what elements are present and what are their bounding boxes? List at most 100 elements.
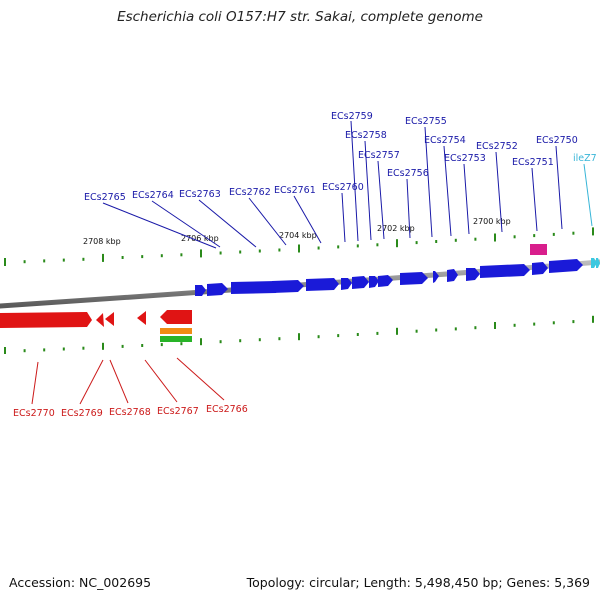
scale-tick-minor (317, 246, 320, 250)
gene-label[interactable]: ECs2764 (132, 190, 174, 201)
gene-arrow-forward[interactable] (400, 272, 428, 285)
scale-tick-minor (356, 244, 359, 248)
gene-label[interactable]: ECs2765 (84, 192, 126, 203)
scale-label: 2704 kbp (279, 231, 317, 240)
gene-label[interactable]: ECs2757 (358, 150, 400, 161)
gene-label[interactable]: ECs2759 (331, 111, 373, 122)
scale-label: 2702 kbp (377, 224, 415, 233)
gene-arrow-forward[interactable] (231, 281, 280, 294)
gene-arrow-forward[interactable] (532, 262, 548, 275)
scale-tick-minor (376, 331, 379, 335)
scale-tick-minor (415, 241, 418, 245)
gene-arrow-forward[interactable] (433, 271, 439, 283)
scale-tick-minor (454, 238, 457, 242)
leader-line (555, 145, 563, 230)
gene-label[interactable]: ileZ7 (573, 153, 597, 164)
gene-label[interactable]: ECs2770 (13, 408, 55, 419)
scale-tick-minor (82, 257, 85, 261)
gene-label[interactable]: ECs2762 (229, 187, 271, 198)
leader-line (102, 202, 217, 249)
scale-tick-major (298, 244, 300, 253)
leader-line (176, 357, 225, 401)
scale-tick-minor (82, 346, 85, 350)
scale-tick-minor (258, 249, 261, 253)
map-title: Escherichia coli O157:H7 str. Sakai, com… (117, 9, 483, 25)
gene-arrow-reverse[interactable] (105, 312, 114, 326)
gene-arrow-forward[interactable] (369, 276, 379, 288)
gene-arrow-reverse[interactable] (96, 313, 104, 327)
gene-label[interactable]: ECs2750 (536, 135, 578, 146)
leader-line (424, 126, 433, 238)
gene-arrow-forward[interactable] (447, 269, 458, 282)
scale-tick-minor (474, 237, 477, 241)
gene-label[interactable]: ECs2760 (322, 182, 364, 193)
gene-label[interactable]: ECs2769 (61, 408, 103, 419)
scale-tick-minor (180, 253, 183, 257)
scale-tick-minor (533, 234, 536, 238)
gene-label[interactable]: ECs2756 (387, 168, 429, 179)
gene-label[interactable]: ECs2761 (274, 185, 316, 196)
gene-arrow-forward[interactable] (272, 280, 304, 293)
scale-tick-minor (239, 339, 242, 343)
gene-label[interactable]: ECs2767 (157, 406, 199, 417)
gene-label[interactable]: ECs2763 (179, 189, 221, 200)
feature-block-magenta[interactable] (530, 244, 547, 255)
leader-line (109, 359, 129, 404)
gene-arrow-forward[interactable] (195, 285, 206, 296)
gene-arrow-reverse[interactable] (0, 312, 92, 328)
scale-ticks-reverse (4, 315, 594, 354)
gene-arrow-forward[interactable] (207, 283, 228, 296)
scale-tick-minor (278, 248, 281, 252)
scale-tick-major (396, 327, 398, 335)
scale-tick-minor (513, 235, 516, 239)
scale-tick-minor (239, 250, 242, 254)
gene-label[interactable]: ECs2768 (109, 407, 151, 418)
scale-tick-major (396, 239, 398, 248)
scale-tick-minor (435, 328, 438, 332)
scale-tick-minor (415, 329, 418, 333)
gene-label[interactable]: ECs2753 (444, 153, 486, 164)
gene-arrow-forward[interactable] (378, 275, 393, 287)
gene-arrow-reverse[interactable] (160, 310, 192, 324)
rna-arrow-forward[interactable] (596, 258, 600, 268)
leader-line (350, 120, 359, 242)
forward-gene-track (195, 259, 583, 296)
reverse-gene-track (0, 310, 192, 328)
rna-track (591, 258, 600, 268)
gene-arrow-reverse[interactable] (137, 311, 146, 325)
gene-label[interactable]: ECs2752 (476, 141, 518, 152)
scale-tick-minor (160, 343, 163, 347)
gene-arrow-forward[interactable] (480, 264, 530, 278)
scale-tick-minor (317, 335, 320, 339)
scale-tick-minor (376, 243, 379, 247)
scale-tick-major (494, 233, 496, 242)
scale-tick-minor (337, 334, 340, 338)
gene-label[interactable]: ECs2755 (405, 116, 447, 127)
gene-arrow-forward[interactable] (549, 259, 583, 273)
gene-label[interactable]: ECs2754 (424, 135, 466, 146)
feature-block-orange[interactable] (160, 328, 192, 334)
feature-block-green[interactable] (160, 336, 192, 342)
gene-arrow-forward[interactable] (306, 278, 339, 291)
gene-label[interactable]: ECs2758 (345, 130, 387, 141)
scale-tick-minor (474, 326, 477, 330)
gene-arrow-forward[interactable] (466, 268, 480, 281)
scale-tick-major (592, 227, 594, 236)
leader-line (151, 200, 221, 248)
rna-arrow-forward[interactable] (591, 258, 597, 268)
gene-label[interactable]: ECs2751 (512, 157, 554, 168)
label-leader-lines (31, 120, 593, 405)
scale-tick-minor (141, 344, 144, 347)
scale-tick-minor (62, 258, 65, 262)
accession-text: Accession: NC_002695 (9, 575, 152, 590)
scale-tick-minor (454, 327, 457, 331)
scale-tick-minor (23, 260, 26, 264)
leader-line (463, 163, 470, 235)
scale-ticks-forward (4, 227, 594, 266)
leader-line (144, 359, 178, 403)
gene-arrow-forward[interactable] (352, 276, 369, 289)
leader-line (531, 167, 538, 232)
gene-arrow-forward[interactable] (341, 278, 352, 290)
gene-label[interactable]: ECs2766 (206, 404, 248, 415)
scale-tick-minor (219, 251, 222, 255)
